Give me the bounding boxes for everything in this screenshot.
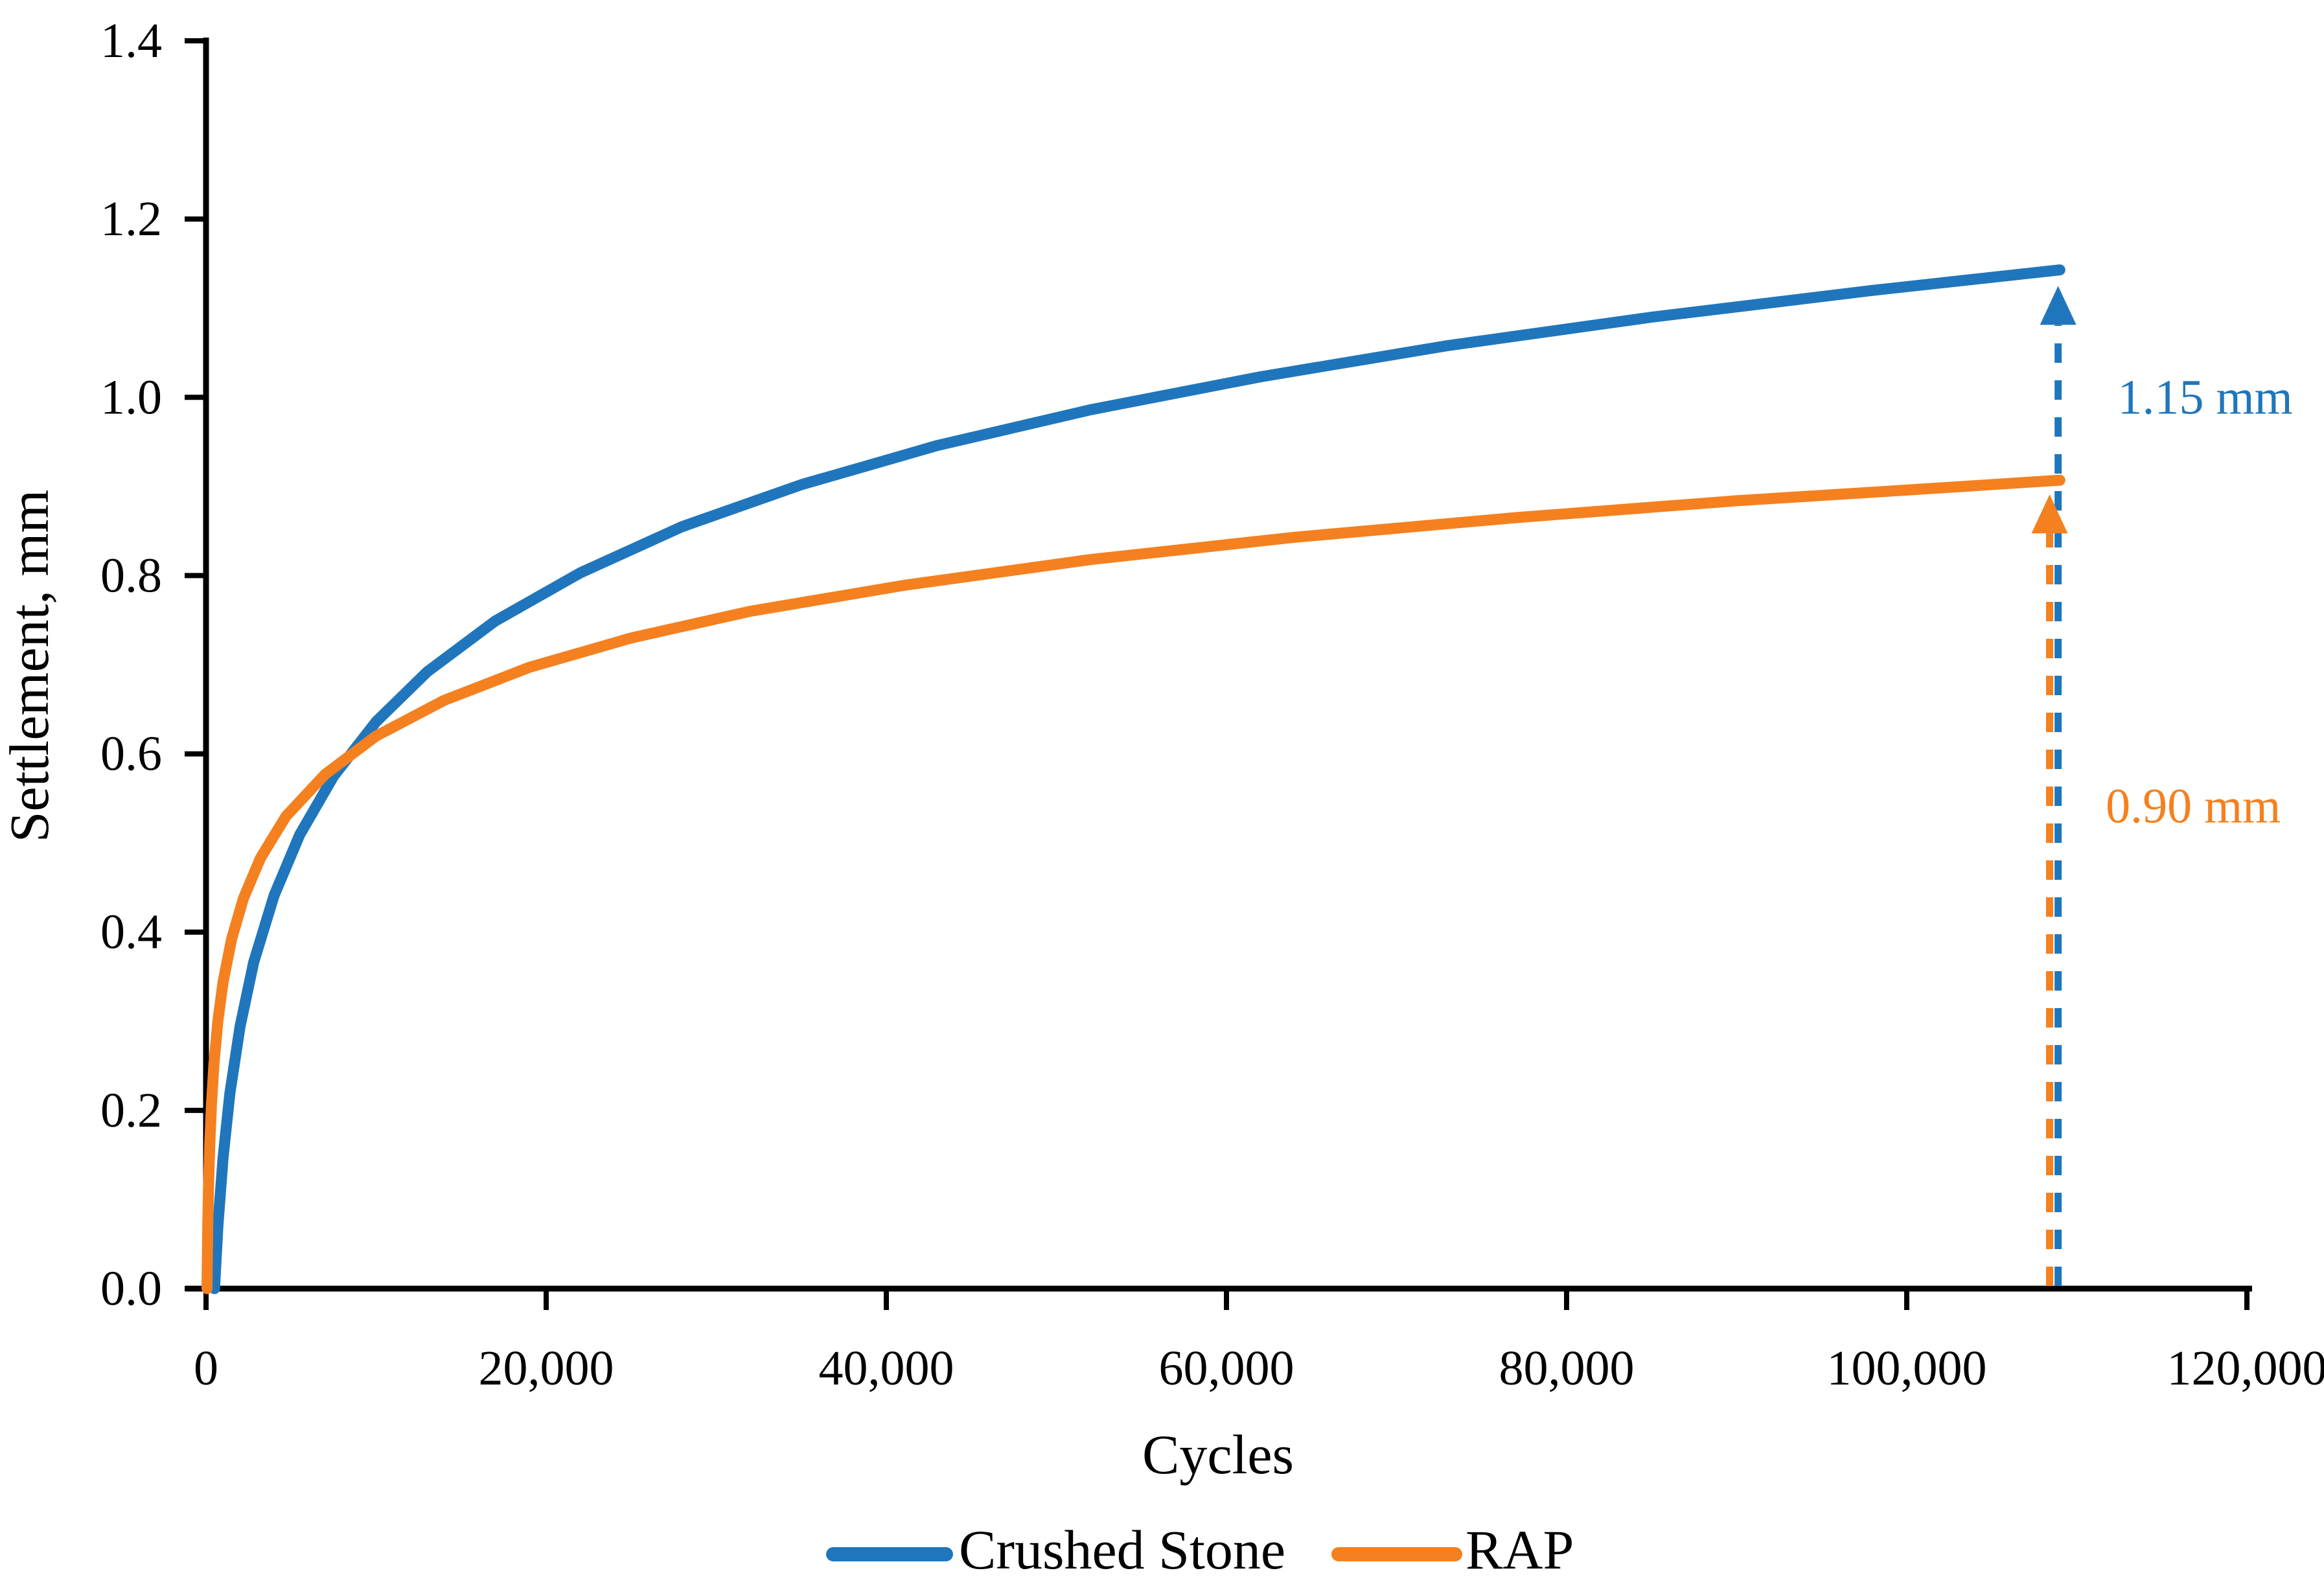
y-tick-label: 0.0 <box>100 1261 162 1316</box>
annotation-value-label: 0.90 mm <box>2106 779 2281 834</box>
annotations: 1.15 mm 0.90 mm <box>2031 286 2293 1286</box>
y-tick-label: 0.8 <box>100 548 162 603</box>
y-axis-title: Settlement, mm <box>0 490 60 843</box>
x-tick-label: 80,000 <box>1499 1341 1635 1396</box>
x-tick-label: 40,000 <box>819 1341 954 1396</box>
series-curves <box>201 264 2065 1294</box>
x-tick-label: 120,000 <box>2167 1341 2324 1396</box>
axes: 0 20,000 40,000 60,000 80,000 100,000 120,000 0… <box>100 14 2324 1396</box>
x-tick-label: 60,000 <box>1159 1341 1294 1396</box>
legend-item-crushed-stone: Crushed Stone <box>826 1519 1285 1581</box>
annotation-arrow-head <box>2031 494 2068 534</box>
y-tick-label: 1.4 <box>100 14 162 68</box>
annotation-2: 0.90 mm <box>2031 494 2281 1286</box>
legend-item-rap: RAP <box>1331 1519 1574 1581</box>
annotation-arrow-head <box>2040 286 2077 325</box>
legend: Crushed Stone RAP <box>826 1519 1574 1581</box>
series-line-crushed-stone <box>209 264 2065 1294</box>
y-tick-label: 0.4 <box>100 905 162 960</box>
x-tick-label: 100,000 <box>1827 1341 1987 1396</box>
series-line-rap <box>201 474 2065 1294</box>
x-tick-label: 20,000 <box>479 1341 614 1396</box>
y-tick-label: 1.2 <box>100 192 162 246</box>
y-tick-label: 0.6 <box>100 727 162 781</box>
legend-label: Crushed Stone <box>959 1519 1285 1581</box>
legend-label: RAP <box>1466 1519 1574 1581</box>
annotation-1: 1.15 mm <box>2040 286 2293 1286</box>
y-tick-label: 1.0 <box>100 370 162 424</box>
x-tick-label: 0 <box>194 1341 218 1396</box>
y-tick-label: 0.2 <box>100 1083 162 1138</box>
x-axis-title: Cycles <box>1142 1423 1294 1486</box>
annotation-value-label: 1.15 mm <box>2118 370 2293 424</box>
